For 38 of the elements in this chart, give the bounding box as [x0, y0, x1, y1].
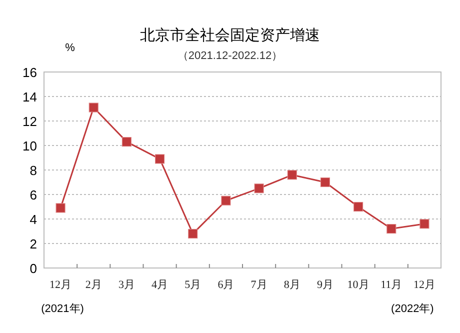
x-tick-label: 5月: [184, 279, 202, 291]
x-tick-label: 12月: [50, 279, 72, 291]
y-tick-label: 4: [30, 212, 37, 227]
x-tick-label: 12月: [413, 279, 436, 291]
chart-title: 北京市全社会固定资产增速: [140, 27, 320, 44]
point: [254, 184, 264, 194]
x-tick-label: 6月: [218, 279, 234, 291]
x-tick-label: 7月: [250, 279, 268, 291]
point: [420, 219, 430, 229]
point: [320, 177, 330, 188]
chart-subtitle: （2021.12-2022.12）: [177, 50, 283, 62]
x-tick-label: 3月: [118, 279, 135, 291]
x-tick-label: 10月: [347, 279, 370, 291]
point: [122, 137, 132, 147]
point: [386, 224, 396, 234]
point: [287, 170, 297, 180]
x-tick-label: 4月: [152, 279, 168, 291]
point: [154, 154, 165, 164]
point: [56, 203, 66, 213]
y-tick-label: 12: [22, 114, 37, 129]
y-tick-label: 16: [22, 65, 37, 80]
y-tick-label: 10: [22, 138, 37, 154]
y-tick-label: 0: [30, 261, 37, 276]
point: [221, 196, 231, 206]
x-tick-label: 11月: [380, 279, 402, 291]
text: (2022年): [391, 303, 434, 315]
y-tick-label: 6: [30, 188, 37, 202]
y-axis-title: %: [65, 42, 76, 54]
point: [353, 202, 364, 212]
x-tick-label: 2月: [85, 279, 102, 291]
y-tick-label: 2: [30, 236, 37, 252]
y-tick-label: 14: [22, 90, 37, 104]
x-tick-label: 8月: [284, 279, 300, 291]
y-tick-label: 8: [30, 163, 37, 178]
point: [88, 102, 98, 112]
text: (2021年): [41, 303, 84, 315]
x-tick-label: 9月: [316, 279, 334, 291]
point: [188, 228, 198, 238]
